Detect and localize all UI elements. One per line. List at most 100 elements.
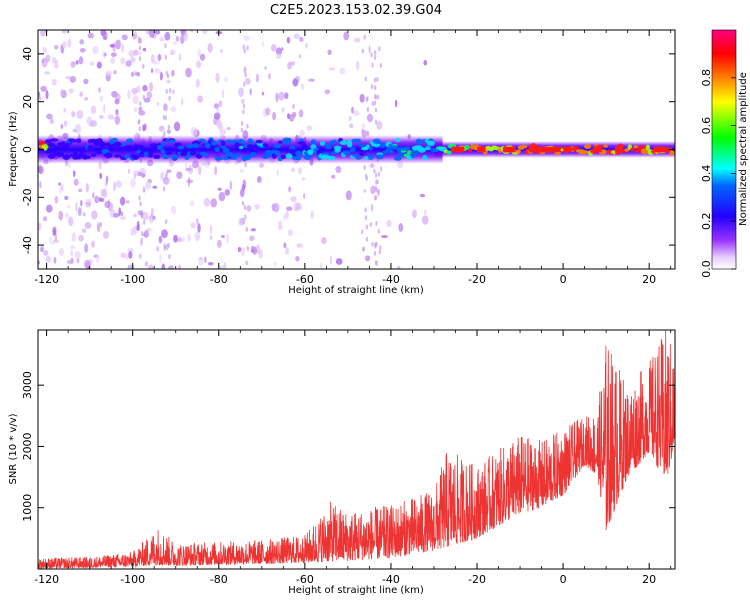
spectrogram-speckle bbox=[156, 101, 160, 107]
spectrogram-speckle bbox=[219, 48, 224, 54]
snr-y-tick-label: 3000 bbox=[21, 371, 34, 399]
spectrogram-streak bbox=[375, 220, 378, 226]
spectrogram-speckle bbox=[217, 187, 222, 191]
spectrogram-speckle bbox=[423, 59, 428, 66]
spectrogram-streak bbox=[363, 34, 366, 40]
spectrogram-speckle bbox=[162, 177, 170, 185]
spectrogram-speckle bbox=[287, 61, 293, 70]
spectrogram-speckle bbox=[99, 95, 103, 102]
spectrogram-speckle bbox=[108, 116, 115, 120]
spectrogram-speckle bbox=[259, 162, 264, 168]
snr-y-label: SNR (10 * v/v) bbox=[8, 413, 19, 484]
spectrogram-speckle bbox=[138, 51, 142, 56]
spectrogram-streak bbox=[163, 131, 166, 137]
spectrogram-speckle bbox=[243, 35, 250, 41]
spectrogram-y-tick-label: -40 bbox=[21, 236, 34, 254]
spectrogram-ridge-blob bbox=[75, 138, 82, 144]
spectrogram-speckle bbox=[297, 167, 303, 175]
spectrogram-streak bbox=[165, 174, 168, 180]
snr-x-tick-label: -40 bbox=[382, 573, 400, 586]
colorbar-axes: 0.0 0.2 0.4 0.6 0.8 bbox=[700, 69, 736, 278]
spectrogram-peak-segment bbox=[614, 146, 624, 153]
spectrogram-streak bbox=[141, 173, 145, 179]
spectrogram-speckle bbox=[110, 56, 116, 65]
spectrogram-streak bbox=[163, 244, 166, 250]
spectrogram-ridge-blob bbox=[624, 148, 630, 152]
spectrogram-speckle bbox=[38, 164, 42, 174]
spectrogram-speckle bbox=[110, 52, 117, 57]
snr-x-tick-label: -20 bbox=[468, 573, 486, 586]
spectrogram-speckle bbox=[308, 78, 315, 82]
spectrogram-speckle bbox=[238, 217, 244, 227]
spectrogram-ridge-blob bbox=[43, 146, 48, 151]
spectrogram-speckle bbox=[81, 228, 87, 234]
spectrogram-speckle bbox=[132, 33, 136, 40]
spectrogram-streak bbox=[364, 76, 367, 82]
spectrogram-speckle bbox=[182, 31, 188, 42]
spectrogram-speckle bbox=[216, 120, 223, 127]
spectrogram-speckle bbox=[154, 68, 161, 74]
spectrogram-speckle bbox=[62, 40, 67, 49]
spectrogram-speckle bbox=[142, 47, 147, 52]
spectrogram-ridge-blob bbox=[118, 146, 124, 152]
spectrogram-speckle bbox=[49, 241, 56, 245]
snr-axes: -120 -100 -80 -60 -40 -20 0 20 1000 2000 3000 bbox=[21, 330, 675, 586]
spectrogram-speckle bbox=[293, 33, 301, 40]
spectrogram-streak bbox=[138, 56, 142, 62]
spectrogram-ridge-blob bbox=[186, 144, 194, 149]
spectrogram-speckle bbox=[80, 199, 83, 207]
spectrogram-speckle bbox=[99, 172, 103, 179]
spectrogram-streak bbox=[162, 186, 166, 192]
spectrogram-ridge-blob bbox=[220, 144, 226, 149]
spectrogram-x-tick-label: -120 bbox=[34, 273, 59, 286]
spectrogram-ridge-blob bbox=[165, 151, 173, 155]
spectrogram-speckle bbox=[85, 183, 89, 193]
spectrogram-speckle bbox=[244, 77, 251, 85]
spectrogram-speckle bbox=[268, 73, 271, 80]
spectrogram-ridge-blob bbox=[280, 153, 287, 160]
spectrogram-streak bbox=[168, 87, 172, 93]
spectrogram-speckle bbox=[210, 235, 213, 241]
spectrogram-streak bbox=[374, 172, 378, 178]
spectrogram-speckle bbox=[196, 60, 202, 69]
spectrogram-streak bbox=[242, 81, 246, 87]
spectrogram-streak bbox=[378, 46, 381, 52]
spectrogram-ridge-blob bbox=[47, 154, 56, 159]
spectrogram-ridge-blob bbox=[307, 149, 314, 156]
spectrogram-ridge-blob bbox=[349, 146, 356, 153]
spectrogram-speckle bbox=[41, 57, 48, 68]
spectrogram-speckle bbox=[239, 188, 245, 198]
spectrogram-speckle bbox=[77, 234, 84, 242]
spectrogram-speckle bbox=[290, 167, 296, 173]
spectrogram-ridge-blob bbox=[63, 143, 70, 150]
snr-x-tick-label: -60 bbox=[296, 573, 314, 586]
spectrogram-speckle bbox=[321, 237, 327, 245]
spectrogram-streak bbox=[371, 241, 374, 247]
spectrogram-streak bbox=[138, 126, 142, 132]
spectrogram-speckle bbox=[423, 209, 427, 215]
spectrogram-speckle bbox=[84, 243, 89, 253]
spectrogram-peak-segment bbox=[477, 146, 486, 153]
spectrogram-speckle bbox=[137, 171, 144, 177]
spectrogram-y-tick-label: -20 bbox=[21, 188, 34, 206]
spectrogram-streak bbox=[379, 245, 382, 251]
spectrogram-ridge-blob bbox=[327, 155, 336, 161]
spectrogram-speckle bbox=[77, 207, 82, 217]
spectrogram-streak bbox=[376, 94, 380, 100]
spectrogram-speckle bbox=[40, 85, 47, 92]
spectrogram-streak bbox=[243, 68, 246, 74]
spectrogram-streak bbox=[375, 261, 378, 267]
spectrogram-streak bbox=[164, 115, 167, 121]
spectrogram-ridge-blob bbox=[285, 153, 293, 159]
spectrogram-streak bbox=[240, 127, 244, 133]
spectrogram-speckle bbox=[52, 228, 57, 236]
spectrogram-speckle bbox=[70, 257, 74, 264]
spectrogram-streak bbox=[246, 246, 250, 252]
spectrogram-ridge-blob bbox=[310, 139, 317, 145]
spectrogram-streak bbox=[362, 246, 365, 252]
spectrogram-speckle bbox=[127, 168, 130, 174]
spectrogram-ridge-blob bbox=[167, 139, 176, 144]
spectrogram-speckle bbox=[301, 177, 306, 181]
spectrogram-speckle bbox=[84, 222, 92, 229]
spectrogram-speckle bbox=[359, 93, 365, 103]
